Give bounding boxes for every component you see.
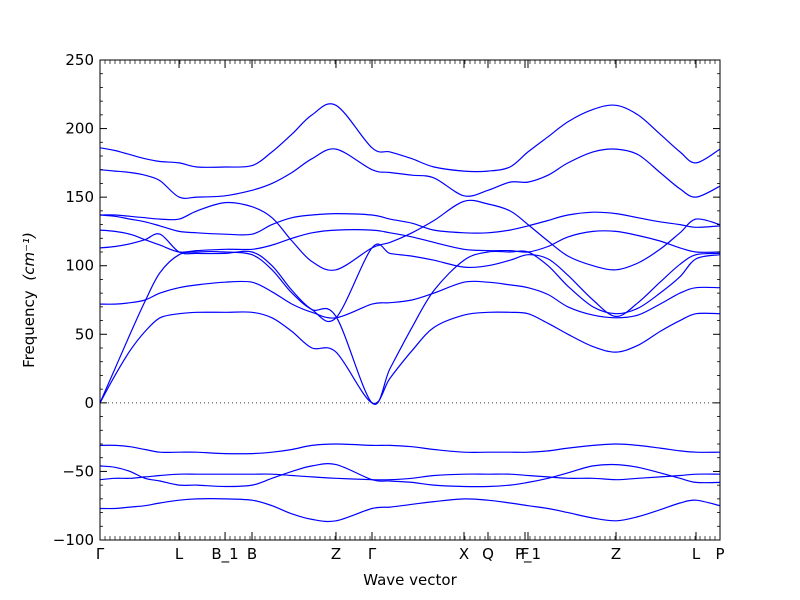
x-axis-label: Wave vector — [363, 571, 457, 589]
band-line-11 — [99, 463, 721, 488]
y-tick-label: −100 — [53, 531, 94, 549]
x-tick-label: Z — [611, 545, 621, 563]
band-line-7 — [99, 250, 721, 406]
y-tick-label: −50 — [62, 462, 94, 480]
y-axis: −100 −50 0 50 100 150 200 250 — [53, 51, 720, 549]
y-tick-label: 200 — [65, 120, 94, 138]
y-axis-label-unit: (cm⁻¹) — [20, 232, 38, 281]
band-line-1 — [99, 103, 721, 173]
band-line-10 — [99, 443, 721, 455]
x-tick-label: Γ — [96, 545, 105, 563]
x-tick-label: L — [175, 545, 184, 563]
y-axis-label-text: Frequency — [20, 290, 38, 368]
band-line-3 — [99, 199, 721, 271]
y-tick-label: 150 — [65, 188, 94, 206]
band-line-12 — [99, 473, 721, 481]
x-tick-label: F — [521, 545, 530, 563]
x-tick-label: P — [715, 545, 724, 563]
y-axis-label: Frequency (cm⁻¹) — [20, 232, 38, 368]
band-line-6 — [99, 233, 721, 323]
band-line-2 — [99, 148, 721, 200]
x-tick-label: Q — [482, 545, 494, 563]
x-tick-label: X — [459, 545, 469, 563]
x-tick-label: B_1 — [211, 545, 238, 564]
band-line-4 — [99, 211, 721, 236]
x-tick-label: B — [247, 545, 257, 563]
x-tick-label: Z — [331, 545, 341, 563]
band-line-8 — [99, 280, 721, 319]
y-tick-label: 0 — [84, 394, 94, 412]
y-tick-label: 100 — [65, 257, 94, 275]
x-axis: Γ L B_1 B Z Γ X Q FP_1 Z L P — [96, 60, 725, 564]
x-tick-label: P_1 — [515, 545, 541, 564]
y-tick-label: 50 — [75, 325, 94, 343]
x-tick-label: L — [692, 545, 701, 563]
band-line-13 — [99, 498, 721, 523]
band-line-9 — [99, 311, 721, 405]
x-tick-label: Γ — [368, 545, 377, 563]
y-tick-label: 250 — [65, 51, 94, 69]
band-lines — [99, 103, 721, 523]
